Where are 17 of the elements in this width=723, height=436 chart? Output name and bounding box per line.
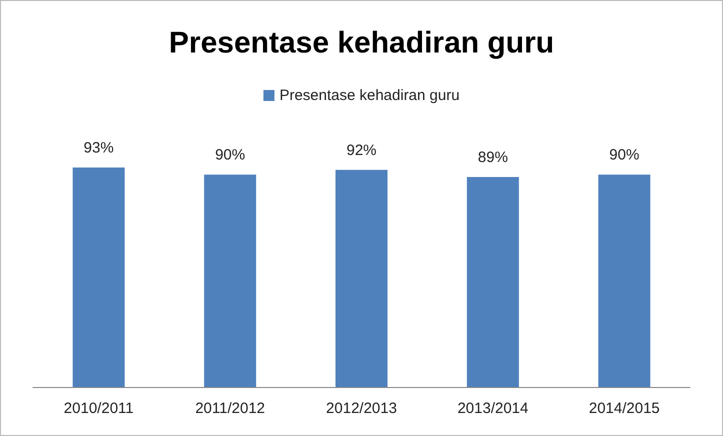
data-label: 92% <box>346 142 377 159</box>
bar <box>336 170 388 387</box>
x-tick-label: 2014/2015 <box>588 400 660 417</box>
bar <box>204 174 256 387</box>
chart-title: Presentase kehadiran guru <box>168 26 554 60</box>
data-label: 89% <box>478 148 508 166</box>
x-tick-label: 2011/2012 <box>195 400 265 417</box>
legend-label: Presentase kehadiran guru <box>279 87 460 104</box>
x-tick-label: 2013/2014 <box>457 400 528 417</box>
bar <box>466 176 519 387</box>
data-label: 90% <box>215 146 246 164</box>
bar <box>72 168 125 387</box>
x-tick-label: 2012/2013 <box>326 400 397 417</box>
x-tick-label: 2010/2011 <box>64 400 134 417</box>
bar <box>598 174 650 387</box>
data-label: 93% <box>84 140 114 157</box>
data-label: 90% <box>609 146 640 164</box>
